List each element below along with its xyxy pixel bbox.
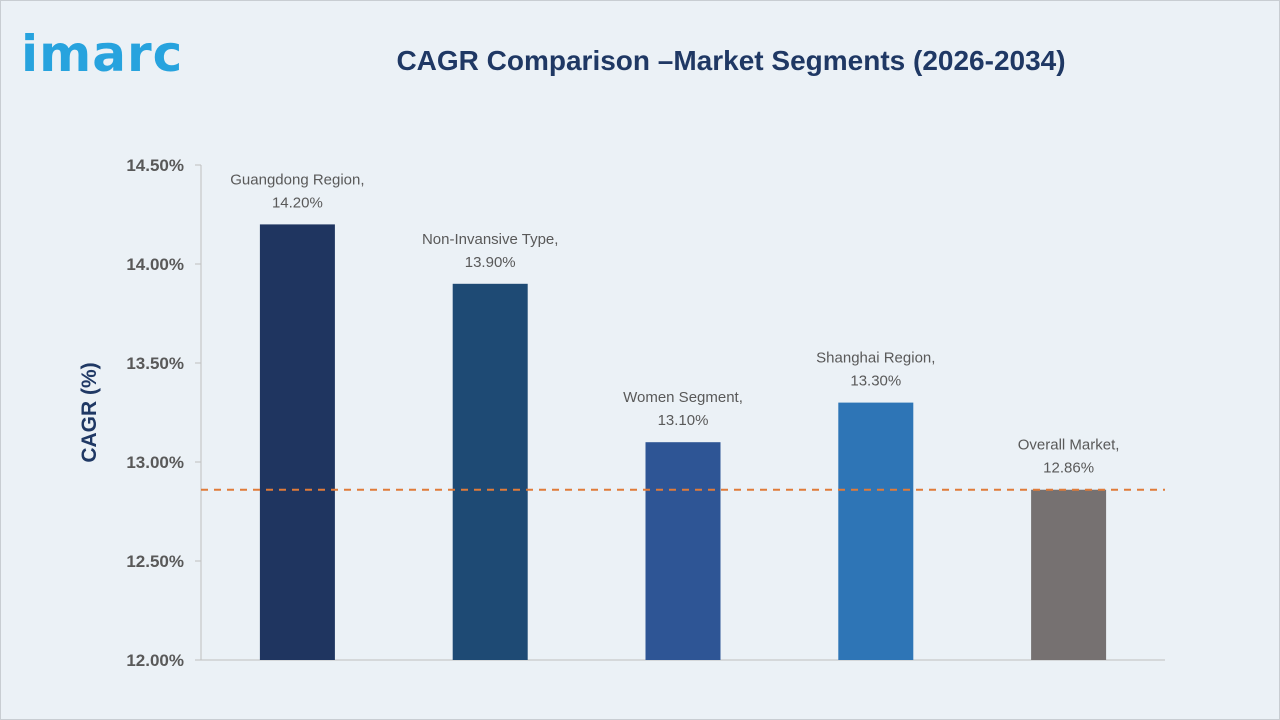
y-tick-label: 14.50%	[126, 156, 184, 175]
data-label-value: 13.10%	[658, 412, 709, 429]
bar	[838, 402, 914, 660]
data-label-category: Overall Market,	[1018, 437, 1120, 454]
data-label-category: Shanghai Region,	[816, 350, 935, 367]
chart-title: CAGR Comparison –Market Segments (2026-2…	[396, 45, 1066, 76]
y-tick-label: 13.00%	[126, 453, 184, 472]
data-label-value: 14.20%	[272, 194, 323, 211]
data-label-value: 13.30%	[850, 373, 901, 390]
data-label-value: 13.90%	[465, 254, 516, 271]
imarc-logo: imarc	[21, 25, 184, 83]
bar	[452, 283, 528, 660]
y-tick-label: 13.50%	[126, 354, 184, 373]
y-tick-label: 12.50%	[126, 552, 184, 571]
bar	[645, 442, 721, 660]
bar	[1031, 489, 1107, 660]
y-axis-title: CAGR (%)	[78, 362, 101, 462]
data-label-category: Women Segment,	[623, 389, 743, 406]
data-label-category: Non-Invansive Type,	[422, 231, 558, 248]
y-tick-label: 12.00%	[126, 651, 184, 670]
bar	[259, 224, 335, 660]
y-tick-label: 14.00%	[126, 255, 184, 274]
data-label-category: Guangdong Region,	[230, 171, 364, 188]
data-label-value: 12.86%	[1043, 460, 1094, 477]
